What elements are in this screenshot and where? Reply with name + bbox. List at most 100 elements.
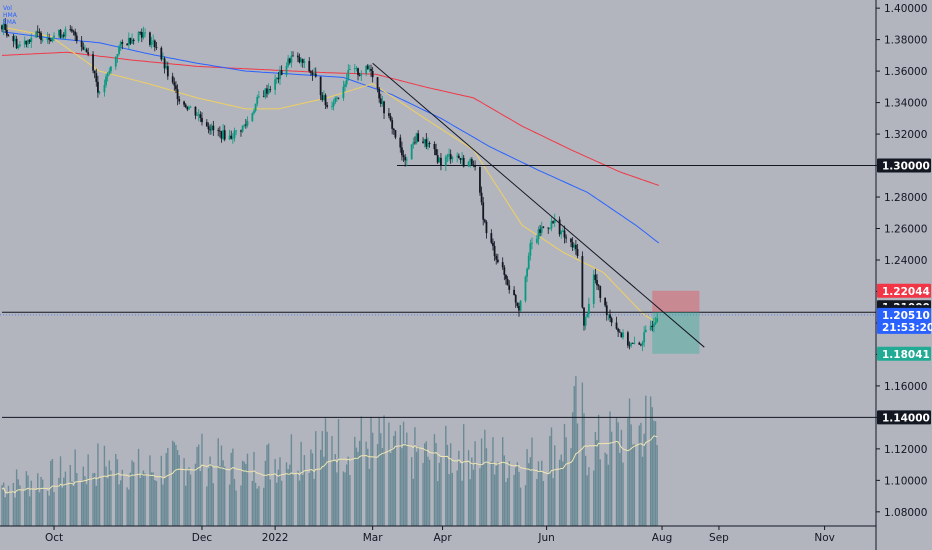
candle-body [592,274,595,304]
legend-item-vol[interactable]: Vol [3,5,12,12]
candle-body [479,166,481,193]
volume-bar [508,461,510,526]
volume-bar [360,416,362,526]
volume-bar [518,471,520,526]
volume-bar [448,474,450,526]
candle-body [459,158,462,161]
volume-bar [456,470,458,526]
price-badge-label: 1.14000 [882,412,930,424]
volume-bar [506,478,509,526]
volume-bar [336,472,338,526]
volume-bar [51,458,54,526]
candle-body [301,59,304,63]
volume-bar [446,444,449,526]
volume-bar [219,465,221,526]
volume-bar [251,480,254,526]
candle-body [165,66,168,69]
x-tick-label: Aug [652,532,673,544]
candle-body [35,31,38,38]
candle-body [275,77,278,80]
candle-body [106,73,109,77]
candle-body [449,154,452,160]
volume-bar [643,433,645,526]
candle-body [503,267,506,275]
legend-item-ema[interactable]: EMA [3,19,17,26]
volume-bar [594,432,597,526]
volume-bar [649,396,652,526]
volume-bar [531,437,533,526]
volume-bar [472,469,475,526]
candle-body [414,142,416,144]
candle-body [366,65,369,69]
volume-bar [4,497,6,526]
volume-bar [198,444,200,526]
volume-bar [365,441,367,526]
volume-bar [615,417,618,526]
volume-bar [154,480,156,526]
volume-bar [19,485,21,526]
y-tick-label: 1.10000 [884,475,927,487]
volume-bar [300,441,302,526]
volume-bar [482,464,484,526]
candle-body [1,25,3,30]
candle-body [85,49,88,53]
candle-body [610,318,613,323]
candle-body [651,325,654,327]
take-profit-zone[interactable] [652,311,700,354]
candle-body [121,42,124,44]
volume-bar [263,487,265,526]
price-axis-panel[interactable] [876,0,932,550]
price-badges: 1.220441.210001.206881.2051021:53:201.18… [877,158,932,425]
volume-bar [24,489,26,526]
candle-body [98,92,101,94]
candle-body [230,135,233,139]
candle-body [425,139,428,147]
legend-item-hma[interactable]: HMA [3,12,18,19]
volume-bar [303,455,306,526]
candle-body [251,113,254,122]
candle-body [62,34,65,37]
volume-bar [495,465,497,526]
volume-bar [640,422,642,526]
volume-bar [469,479,471,526]
volume-bar [28,496,31,526]
descending-trendline[interactable] [372,62,705,348]
stop-loss-zone[interactable] [652,290,700,312]
trendline[interactable] [372,62,705,348]
volume-bar [220,445,223,526]
candle-body [218,130,221,132]
volume-bar [606,454,608,526]
candle-body [288,58,291,63]
volume-bar [196,446,198,526]
volume-bar [633,444,636,526]
volume-bar [394,431,397,526]
volume-bar [524,485,527,526]
x-axis[interactable]: Oct Dec 2022 Mar Apr Jun Aug Sep Nov [45,526,835,544]
volume-bar [132,462,135,526]
candle-body [253,110,255,114]
volume-bar [380,433,382,526]
candle-body [69,29,72,31]
horizontal-levels[interactable] [0,165,876,418]
candle-body [570,238,572,243]
candle-body [518,305,520,311]
candle-body [542,226,545,228]
candle-body [186,107,189,110]
candle-body [105,76,107,86]
candle-body [108,71,111,74]
volume-bar [12,482,15,526]
candle-body [615,322,618,329]
volume-bar [25,471,28,526]
candle-body [41,39,44,41]
position-box[interactable] [652,290,700,354]
x-tick-label: Mar [363,532,383,544]
volume-bar [436,481,439,526]
candle-body [93,70,96,74]
candle-body [303,61,306,63]
candle-body [176,89,179,100]
volume-bar [74,449,76,526]
